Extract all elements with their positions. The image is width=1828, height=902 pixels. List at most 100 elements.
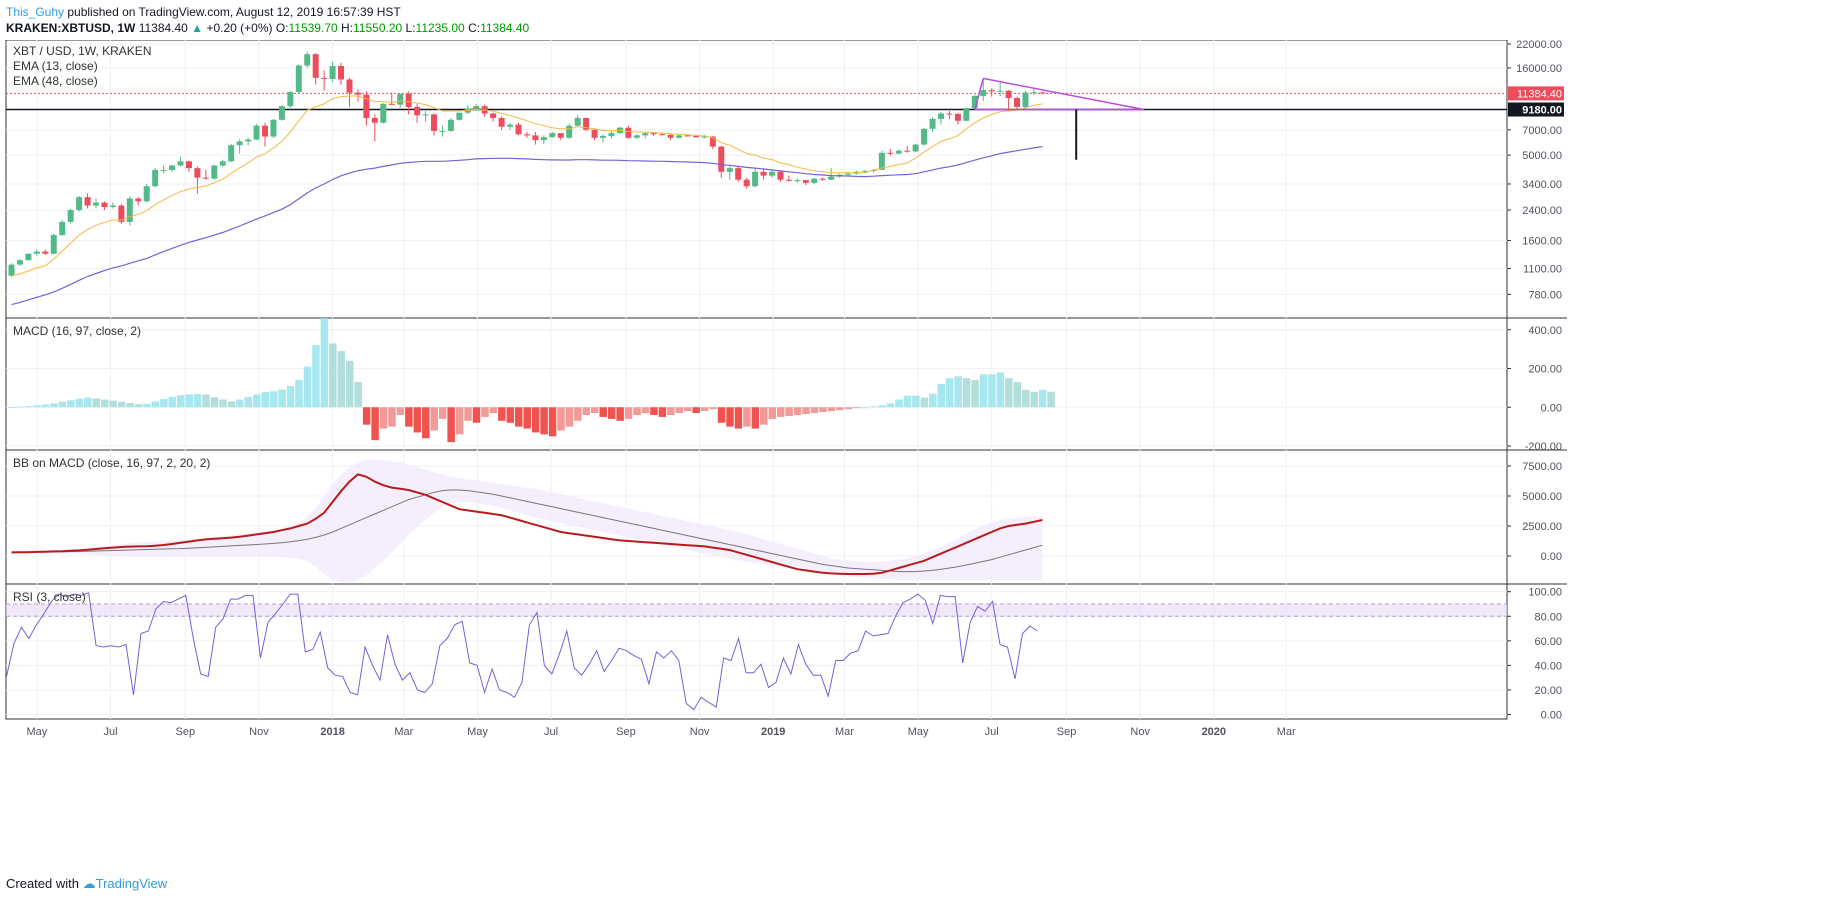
price-tick-label: 2400.00 [1522, 205, 1562, 217]
candle-body [701, 136, 708, 138]
macd-bar [937, 384, 945, 408]
change-value: +0.20 (+0%) [206, 21, 273, 35]
candle-body [785, 179, 792, 181]
candle-body [574, 117, 581, 126]
macd-bar [33, 405, 41, 408]
macd-bar [100, 399, 109, 408]
candle-body [912, 144, 919, 152]
candle-body [228, 145, 235, 162]
candle-body [25, 253, 32, 261]
macd-bar [1013, 382, 1022, 408]
macd-bar [227, 401, 236, 408]
macd-bar [954, 376, 962, 408]
macd-bar [912, 395, 920, 408]
candle-body [397, 93, 404, 105]
macd-bar [1038, 389, 1047, 408]
price-tick-label: 22000.00 [1516, 40, 1562, 51]
triangle-trendline [983, 77, 1144, 111]
bb-pane-title: BB on MACD (close, 16, 97, 2, 20, 2) [13, 456, 210, 470]
macd-bar [489, 407, 498, 414]
candle-body [329, 66, 336, 79]
price-tick-label: 1100.00 [1523, 264, 1562, 276]
candle-body [633, 135, 640, 138]
macd-bar [50, 403, 58, 408]
macd-bar [286, 385, 295, 408]
published-text: published on TradingView.com, August 12,… [64, 5, 401, 19]
level-price-label: 9180.00 [1522, 105, 1562, 117]
macd-bar [988, 374, 996, 408]
macd-bar [177, 395, 185, 408]
macd-bar [827, 407, 836, 412]
x-tick-label: May [908, 726, 929, 738]
publication-info: This_Guhy published on TradingView.com, … [6, 5, 401, 19]
x-tick-label: Sep [1057, 726, 1077, 738]
macd-bar [303, 366, 312, 408]
macd-bar [920, 397, 929, 408]
candle-body [371, 117, 378, 123]
candle-body [143, 186, 150, 202]
candle-body [101, 202, 108, 208]
macd-bar [75, 398, 84, 408]
macd-bar [700, 407, 709, 412]
candle-body [245, 139, 252, 142]
macd-bar [641, 407, 650, 414]
rsi-tick-label: 40.00 [1534, 660, 1562, 672]
candle-body [278, 106, 285, 120]
macd-bar [337, 351, 346, 408]
macd-bar [760, 407, 768, 425]
candle-body [819, 178, 826, 180]
candle-body [338, 66, 345, 80]
candle-body [743, 179, 750, 187]
macd-tick-label: -200.00 [1525, 441, 1562, 453]
x-tick-label: 2020 [1202, 726, 1226, 738]
macd-bar [717, 407, 726, 423]
x-tick-label: 2018 [320, 726, 344, 738]
macd-bar [836, 407, 844, 411]
macd-bar [802, 407, 810, 415]
macd-bar [675, 407, 684, 414]
candle-body [963, 108, 970, 121]
price-tick-label: 780.00 [1528, 289, 1562, 301]
macd-bar [810, 407, 819, 414]
macd-bar [667, 407, 675, 415]
candle-body [262, 125, 268, 137]
candle-body [346, 79, 353, 93]
candle-body [507, 124, 514, 127]
macd-tick-label: 200.00 [1528, 364, 1562, 376]
macd-bar [574, 407, 582, 421]
macd-bar [996, 372, 1005, 408]
candle-body [608, 133, 615, 136]
macd-bar [24, 406, 33, 408]
price-tick-label: 3400.00 [1522, 179, 1562, 191]
candle-body [59, 221, 66, 236]
macd-bar [548, 407, 557, 437]
tradingview-brand[interactable]: TradingView [95, 876, 168, 891]
candle-body [1022, 92, 1029, 107]
candle-body [583, 117, 590, 130]
macd-bar [151, 401, 160, 408]
macd-bar [362, 407, 371, 425]
macd-tick-label: 400.00 [1528, 325, 1562, 337]
macd-bar [540, 407, 548, 435]
high-value: 11550.20 [353, 21, 403, 35]
candle-body [253, 125, 260, 140]
macd-pane-title: MACD (16, 97, close, 2) [13, 324, 141, 338]
macd-bar [869, 406, 878, 408]
tradingview-logo-icon[interactable]: ☁ [82, 876, 96, 891]
macd-bar [67, 400, 75, 408]
chart-area[interactable]: May Jul Sep Nov 2018 Mar May Jul Sep Nov 2019 Mar Ma… [0, 40, 1828, 870]
macd-bar [413, 407, 422, 433]
rsi-band [6, 603, 1507, 617]
macd-bar [84, 397, 92, 408]
author-name[interactable]: This_Guhy [6, 5, 65, 19]
candle-body [42, 251, 49, 254]
candle-body [456, 112, 463, 120]
candle-body [363, 94, 370, 118]
macd-bar [371, 407, 379, 441]
macd-bar [633, 407, 641, 415]
candle-body [177, 161, 184, 166]
macd-bar [455, 407, 464, 435]
candle-body [152, 169, 159, 187]
candle-body [354, 92, 361, 95]
macd-bar [202, 394, 210, 408]
